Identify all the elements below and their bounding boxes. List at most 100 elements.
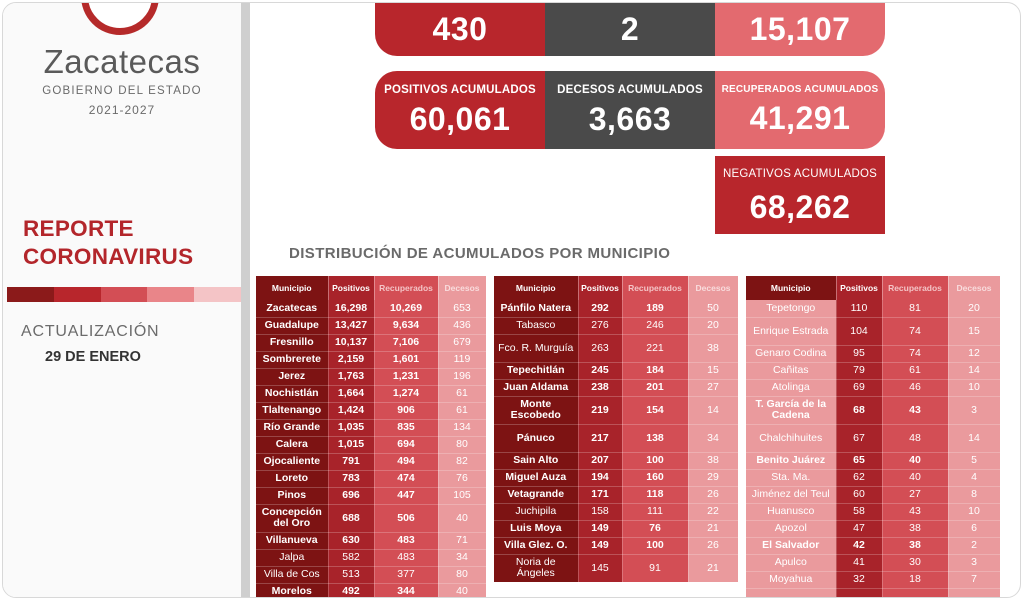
decesos-acumulados-card: DECESOS ACUMULADOS 3,663 — [545, 71, 715, 149]
municipio-cell: Concepción del Oro — [256, 504, 329, 533]
recuperados-cell: 154 — [622, 396, 689, 425]
positivos-cell: 630 — [328, 532, 375, 550]
table-row: Cañitas 79 61 14 — [746, 362, 1001, 380]
column-header-decesos: Decesos — [948, 276, 1001, 300]
table-row: T. García de la Cadena 68 43 3 — [746, 396, 1001, 425]
recuperados-cell: 74 — [882, 345, 949, 363]
recuperados-cell: 694 — [374, 436, 439, 454]
recuperados-acumulados-value: 41,291 — [749, 100, 851, 136]
positivos-cell: 292 — [578, 300, 623, 318]
positivos-cell: 263 — [578, 334, 623, 363]
municipio-cell: Juchipila — [494, 503, 579, 521]
municipio-cell: Sta. Ma. — [746, 469, 837, 487]
municipio-cell: Monte Escobedo — [494, 396, 579, 425]
stripe-segment — [53, 287, 101, 302]
distribution-title: DISTRIBUCIÓN DE ACUMULADOS POR MUNICIPIO — [289, 245, 671, 262]
decesos-cell: 40 — [438, 583, 487, 597]
municipio-cell: Zacatecas — [256, 300, 329, 318]
recuperados-cell: 377 — [374, 566, 439, 584]
daily-positivos-value: 430 — [432, 11, 488, 47]
stripe-segment — [194, 287, 241, 302]
municipio-cell: Vetagrande — [494, 486, 579, 504]
recuperados-acumulados-label: RECUPERADOS ACUMULADOS — [721, 84, 879, 95]
decesos-cell: 34 — [688, 424, 739, 453]
positivos-cell: 238 — [578, 379, 623, 397]
decesos-cell: 29 — [688, 469, 739, 487]
municipio-cell: Apozol — [746, 520, 837, 538]
municipality-table-3: Municipio Positivos Recuperados Decesos … — [746, 276, 1001, 597]
decesos-cell: 6 — [948, 520, 1001, 538]
positivos-cell: 60 — [836, 486, 883, 504]
brand-years: 2021-2027 — [88, 103, 156, 117]
report-title-line2: CORONAVIRUS — [23, 244, 194, 269]
state-seal-icon — [81, 3, 159, 35]
positivos-acumulados-card: POSITIVOS ACUMULADOS 60,061 — [375, 71, 545, 149]
positivos-cell: 16,298 — [328, 300, 375, 318]
table-row: Genaro Codina 95 74 12 — [746, 345, 1001, 363]
recuperados-cell: 100 — [622, 452, 689, 470]
table-row: Enrique Estrada 104 74 15 — [746, 317, 1001, 346]
positivos-cell: 582 — [328, 549, 375, 567]
recuperados-cell: 344 — [374, 583, 439, 597]
decesos-cell: 7 — [948, 571, 1001, 589]
negativos-acumulados-value: 68,262 — [749, 189, 851, 225]
table-row: Miguel Auza 194 160 29 — [494, 469, 739, 487]
municipio-cell: Ojocaliente — [256, 453, 329, 471]
decesos-cell: 3 — [948, 588, 1001, 597]
decesos-cell: 105 — [438, 487, 487, 505]
decesos-cell: 15 — [688, 362, 739, 380]
decesos-cell: 50 — [688, 300, 739, 318]
positivos-cell: 1,763 — [328, 368, 375, 386]
recuperados-cell: 38 — [882, 537, 949, 555]
positivos-cell: 791 — [328, 453, 375, 471]
table-row: Tepechitlán 245 184 15 — [494, 362, 739, 380]
positivos-cell: 95 — [836, 345, 883, 363]
table-row: Nochistlán 1,664 1,274 61 — [256, 385, 487, 403]
municipio-cell: Jiménez del Teul — [746, 486, 837, 504]
municipio-cell: Jalpa — [256, 549, 329, 567]
column-header-municipio: Municipio — [746, 276, 837, 300]
table-row: Juchipila 158 111 22 — [494, 503, 739, 521]
decesos-cell: 61 — [438, 402, 487, 420]
positivos-cell: 67 — [836, 424, 883, 453]
table-row: Sta. Ma. 62 40 4 — [746, 469, 1001, 487]
positivos-cell: 47 — [836, 520, 883, 538]
decesos-cell: 40 — [438, 504, 487, 533]
recuperados-cell: 76 — [622, 520, 689, 538]
decesos-acumulados-label: DECESOS ACUMULADOS — [557, 84, 703, 96]
recuperados-cell: 10 — [882, 588, 949, 597]
positivos-cell: 1,035 — [328, 419, 375, 437]
decesos-cell: 196 — [438, 368, 487, 386]
table-row: Luis Moya 149 76 21 — [494, 520, 739, 538]
positivos-cell: 2,159 — [328, 351, 375, 369]
table-row: Pánuco 217 138 34 — [494, 424, 739, 453]
column-header-recuperados: Recuperados — [374, 276, 439, 300]
recuperados-cell: 43 — [882, 396, 949, 425]
municipio-cell: Mezquital del Oro — [746, 588, 837, 597]
table-row: Jalpa 582 483 34 — [256, 549, 487, 567]
positivos-cell: 69 — [836, 379, 883, 397]
recuperados-cell: 1,231 — [374, 368, 439, 386]
positivos-cell: 79 — [836, 362, 883, 380]
positivos-cell: 194 — [578, 469, 623, 487]
recuperados-cell: 27 — [882, 486, 949, 504]
positivos-cell: 171 — [578, 486, 623, 504]
decesos-cell: 76 — [438, 470, 487, 488]
column-header-positivos: Positivos — [328, 276, 375, 300]
table-row: Mezquital del Oro23103 — [746, 588, 1001, 597]
table-row: Atolinga 69 46 10 — [746, 379, 1001, 397]
municipio-cell: Pánfilo Natera — [494, 300, 579, 318]
recuperados-cell: 38 — [882, 520, 949, 538]
decesos-cell: 26 — [688, 537, 739, 555]
recuperados-cell: 138 — [622, 424, 689, 453]
negativos-acumulados-card: NEGATIVOS ACUMULADOS 68,262 — [715, 156, 885, 234]
positivos-cell: 13,427 — [328, 317, 375, 335]
table-row: Noria de Ángeles 145 91 21 — [494, 554, 739, 583]
municipio-cell: Pinos — [256, 487, 329, 505]
recuperados-cell: 74 — [882, 317, 949, 346]
municipio-cell: Villanueva — [256, 532, 329, 550]
positivos-cell: 158 — [578, 503, 623, 521]
decesos-cell: 8 — [948, 486, 1001, 504]
table-row: Fresnillo 10,137 7,106 679 — [256, 334, 487, 352]
